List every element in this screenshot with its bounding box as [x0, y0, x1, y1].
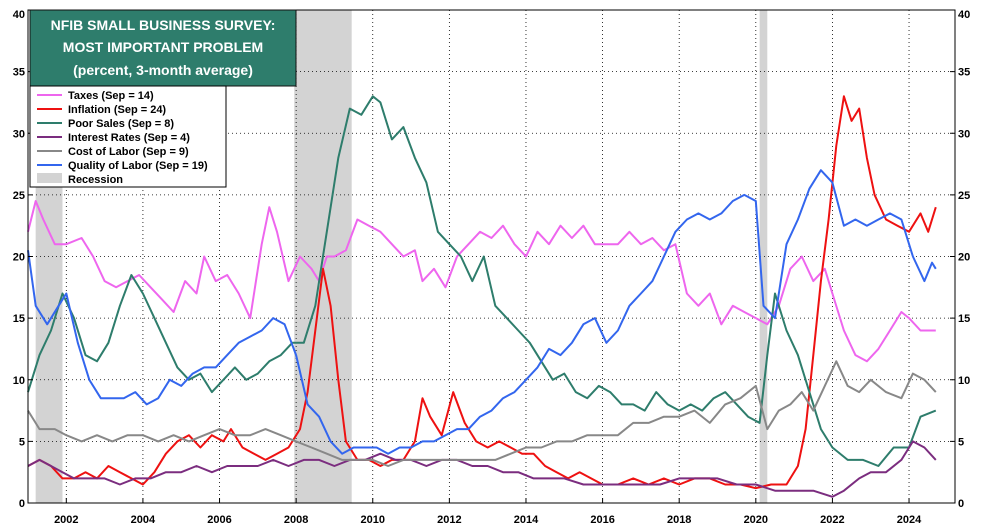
y-tick-label-right: 0: [958, 498, 964, 510]
y-tick-label-right: 5: [958, 436, 964, 448]
y-tick-label-left: 20: [13, 252, 25, 264]
y-tick-label-right: 10: [958, 375, 970, 387]
series-line-poor-sales: [27, 95, 937, 467]
title-background: [29, 9, 297, 87]
legend-label-taxes: Taxes (Sep = 14): [68, 90, 154, 102]
y-tick-label-right: 40: [958, 9, 970, 21]
y-tick-label-right: 25: [958, 190, 970, 202]
legend: Taxes (Sep = 14) Inflation (Sep = 24) Po…: [29, 85, 227, 188]
x-tick-label: 2008: [284, 514, 308, 526]
legend-label-inflation: Inflation (Sep = 24): [68, 104, 166, 116]
title-line-1: NFIB SMALL BUSINESS SURVEY:: [51, 17, 276, 33]
y-tick-label-left: 5: [19, 436, 25, 448]
x-tick-label: 2022: [820, 514, 844, 526]
x-tick-label: 2018: [667, 514, 691, 526]
y-tick-label-right: 20: [958, 252, 970, 264]
x-tick-label: 2004: [131, 514, 156, 526]
y-tick-label-left: 25: [13, 190, 25, 202]
y-tick-label-right: 35: [958, 67, 970, 79]
legend-label-interest-rates: Interest Rates (Sep = 4): [68, 132, 190, 144]
x-tick-label: 2002: [54, 514, 78, 526]
legend-box: [29, 85, 227, 188]
y-tick-label-left: 30: [13, 128, 25, 140]
legend-label-poor-sales: Poor Sales (Sep = 8): [68, 118, 174, 130]
x-tick-label: 2024: [897, 514, 922, 526]
legend-label-recession: Recession: [68, 174, 123, 186]
series-line-cost-of-labor: [27, 360, 937, 467]
recession-band-2: [759, 10, 768, 503]
x-tick-label: 2010: [361, 514, 385, 526]
title-line-2: MOST IMPORTANT PROBLEM: [63, 39, 263, 55]
legend-label-cost-of-labor: Cost of Labor (Sep = 9): [68, 146, 189, 158]
y-tick-label-left: 40: [13, 9, 25, 21]
x-tick-label: 2012: [437, 514, 461, 526]
title-line-3: (percent, 3-month average): [73, 62, 253, 78]
chart-title-box: NFIB SMALL BUSINESS SURVEY: MOST IMPORTA…: [29, 9, 297, 87]
y-tick-label-left: 10: [13, 375, 25, 387]
series-line-quality-of-labor: [27, 169, 937, 455]
x-tick-label: 2006: [207, 514, 231, 526]
y-tick-label-left: 35: [13, 67, 25, 79]
y-tick-label-right: 15: [958, 313, 970, 325]
series-lines: [27, 95, 937, 498]
y-tick-label-right: 30: [958, 128, 970, 140]
x-tick-label: 2016: [590, 514, 614, 526]
series-line-taxes: [27, 200, 936, 363]
y-tick-label-left: 0: [19, 498, 25, 510]
x-tick-label: 2020: [744, 514, 768, 526]
y-tick-label-left: 15: [13, 313, 25, 325]
legend-label-quality-of-labor: Quality of Labor (Sep = 19): [68, 160, 208, 172]
x-tick-label: 2014: [514, 514, 539, 526]
legend-swatch-recession: [37, 173, 62, 183]
series-line-inflation: [27, 95, 937, 490]
